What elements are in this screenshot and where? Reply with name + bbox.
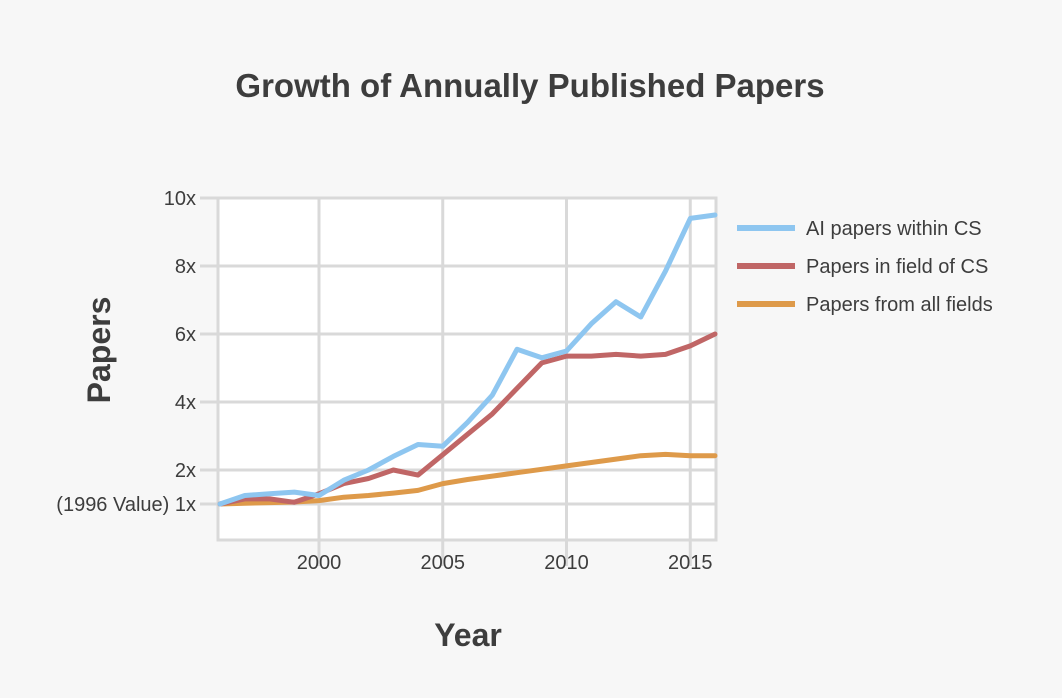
y-tick-label: 2x bbox=[175, 460, 196, 482]
x-tick-label: 2000 bbox=[297, 552, 342, 574]
legend-item: AI papers within CS bbox=[737, 218, 982, 240]
legend-label: Papers in field of CS bbox=[806, 256, 988, 278]
chart-title: Growth of Annually Published Papers bbox=[235, 67, 824, 104]
y-tick-label: 10x bbox=[164, 188, 196, 210]
y-axis-ticks: (1996 Value) 1x 2x 4x 6x 8x 10x bbox=[56, 188, 196, 516]
x-tick-label: 2015 bbox=[668, 552, 713, 574]
x-tick-label: 2005 bbox=[421, 552, 466, 574]
y-axis-title: Papers bbox=[81, 297, 117, 404]
y-tick-label: (1996 Value) 1x bbox=[56, 494, 196, 516]
legend-item: Papers from all fields bbox=[737, 294, 993, 316]
plot-area bbox=[216, 196, 718, 542]
y-tick-label: 6x bbox=[175, 324, 196, 346]
legend: AI papers within CS Papers in field of CS… bbox=[737, 218, 993, 316]
y-tick-label: 4x bbox=[175, 392, 196, 414]
series-line bbox=[217, 212, 718, 507]
x-axis-ticks: 2000 2005 2010 2015 bbox=[297, 552, 713, 574]
x-tick-label: 2010 bbox=[544, 552, 589, 574]
series-lines bbox=[217, 212, 718, 507]
y-tick-label: 8x bbox=[175, 256, 196, 278]
series-line bbox=[217, 331, 718, 507]
x-axis-title: Year bbox=[434, 617, 502, 653]
legend-label: AI papers within CS bbox=[806, 218, 982, 240]
legend-label: Papers from all fields bbox=[806, 294, 993, 316]
legend-item: Papers in field of CS bbox=[737, 256, 988, 278]
